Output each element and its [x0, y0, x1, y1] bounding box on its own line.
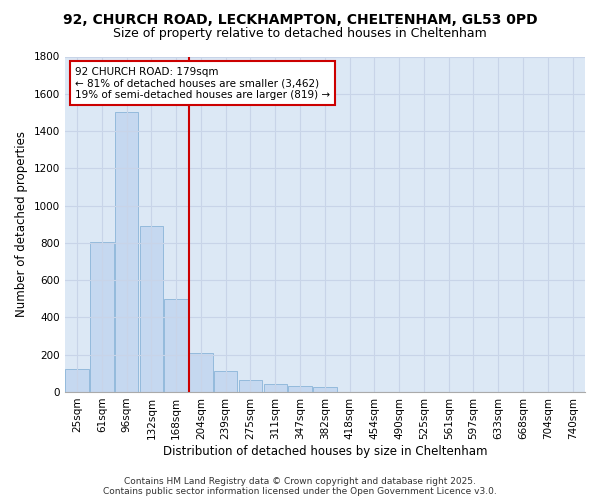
Text: 92, CHURCH ROAD, LECKHAMPTON, CHELTENHAM, GL53 0PD: 92, CHURCH ROAD, LECKHAMPTON, CHELTENHAM… [62, 12, 538, 26]
Bar [90, 242, 113, 392]
Bar [239, 380, 262, 392]
Bar [65, 368, 89, 392]
Bar [288, 386, 312, 392]
Y-axis label: Number of detached properties: Number of detached properties [15, 131, 28, 317]
Bar [214, 371, 238, 392]
Bar [313, 388, 337, 392]
Bar [189, 353, 213, 392]
X-axis label: Distribution of detached houses by size in Cheltenham: Distribution of detached houses by size … [163, 444, 487, 458]
Bar [164, 299, 188, 392]
Bar [263, 384, 287, 392]
Bar [115, 112, 139, 392]
Text: Contains HM Land Registry data © Crown copyright and database right 2025.
Contai: Contains HM Land Registry data © Crown c… [103, 476, 497, 496]
Text: 92 CHURCH ROAD: 179sqm
← 81% of detached houses are smaller (3,462)
19% of semi-: 92 CHURCH ROAD: 179sqm ← 81% of detached… [75, 66, 330, 100]
Text: Size of property relative to detached houses in Cheltenham: Size of property relative to detached ho… [113, 28, 487, 40]
Bar [140, 226, 163, 392]
